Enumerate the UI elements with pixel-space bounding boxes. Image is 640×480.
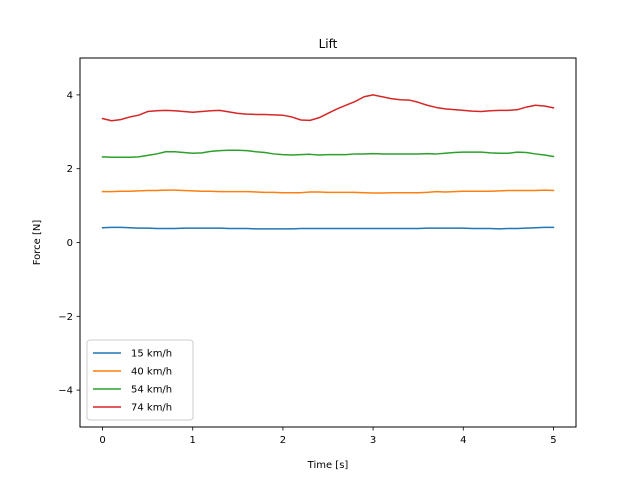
- legend-label-1: 40 km/h: [131, 367, 172, 378]
- series-layer: [101, 94, 555, 230]
- y-tick-label: 4: [67, 90, 73, 101]
- series-line-1: [101, 189, 555, 194]
- x-tick-label: 4: [460, 435, 466, 446]
- legend-label-3: 74 km/h: [131, 403, 172, 414]
- y-axis-ticks: −4 −2 0 2 4: [58, 90, 80, 397]
- legend-label-2: 54 km/h: [131, 385, 172, 396]
- x-axis-ticks: 0 1 2 3 4 5: [99, 427, 557, 446]
- x-tick-label: 2: [280, 435, 286, 446]
- legend-label-0: 15 km/h: [131, 349, 172, 360]
- legend-box: [86, 339, 194, 421]
- x-tick-label: 0: [99, 435, 105, 446]
- x-tick-label: 5: [550, 435, 556, 446]
- x-tick-label: 1: [190, 435, 196, 446]
- y-tick-label: −2: [58, 312, 73, 323]
- x-axis-label: Time [s]: [307, 460, 349, 471]
- chart-title: Lift: [319, 37, 338, 51]
- y-axis-label: Force [N]: [32, 220, 43, 266]
- x-tick-label: 3: [370, 435, 376, 446]
- series-line-2: [101, 149, 555, 159]
- y-tick-label: 0: [67, 238, 73, 249]
- series-line-3: [101, 94, 555, 122]
- series-line-0: [101, 226, 555, 230]
- y-tick-label: −4: [58, 386, 73, 397]
- y-tick-label: 2: [67, 164, 73, 175]
- legend: 15 km/h 40 km/h 54 km/h 74 km/h: [86, 339, 194, 421]
